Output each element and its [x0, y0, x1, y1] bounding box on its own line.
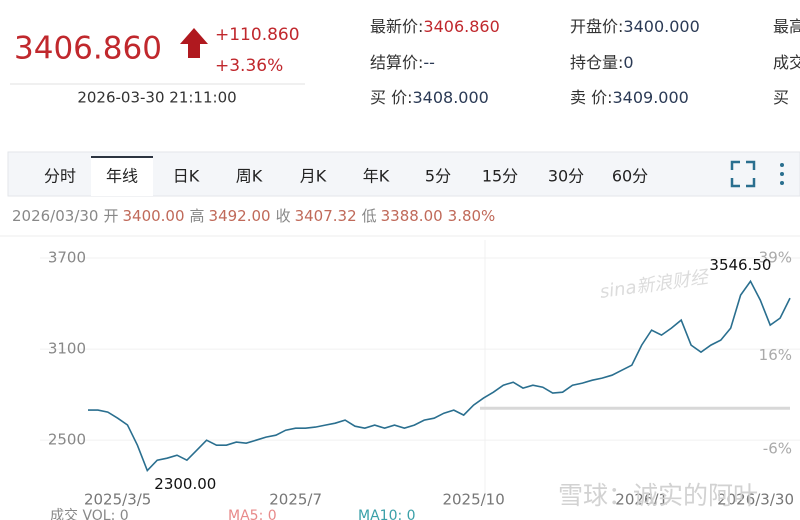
dot	[780, 163, 784, 167]
fullscreen-icon-path	[730, 160, 756, 188]
quote-value: 3407.32	[295, 207, 357, 225]
quote-line: 2026/03/30 开 3400.00 高 3492.00 收 3407.32 低 3388.…	[12, 207, 495, 225]
field: 最新价:3406.860	[370, 17, 500, 36]
tab[interactable]: 周K	[236, 167, 263, 186]
field-label: 卖 价:	[570, 88, 612, 107]
field: 结算价:--	[370, 53, 435, 72]
quote-date: 2026/03/30	[12, 207, 98, 225]
field-value: 3408.000	[412, 88, 488, 107]
more-icon[interactable]	[780, 163, 784, 185]
tab[interactable]: 60分	[612, 167, 648, 186]
change-pct: +3.36%	[215, 56, 283, 76]
field-label: 开盘价:	[570, 17, 623, 36]
tab[interactable]: 月K	[300, 167, 327, 186]
time: 2026-03-30 21:11:00	[77, 89, 236, 107]
quote-value: 3388.00	[381, 207, 443, 225]
watermark: sina新浪财经	[598, 267, 711, 303]
x-tick-label: 2026/1	[615, 491, 668, 509]
field-value: 3409.000	[612, 88, 688, 107]
dot	[780, 181, 784, 185]
quote-value: 3492.00	[209, 207, 271, 225]
field: 卖 价:3409.000	[570, 88, 689, 107]
y2-tick-label: 39%	[759, 249, 792, 267]
price: 3406.860	[14, 31, 162, 67]
fullscreen-icon[interactable]	[730, 160, 756, 188]
field-label: 持仓量:	[570, 53, 623, 72]
x-tick-label: 2025/10	[442, 491, 504, 509]
x-tick-label: 2025/7	[269, 491, 322, 509]
quote-label: 开	[103, 207, 118, 225]
field-value: 0	[623, 53, 633, 72]
field: 持仓量:0	[570, 53, 634, 72]
tab[interactable]: 15分	[482, 167, 518, 186]
quote-label: 低	[362, 207, 377, 225]
y2-tick-label: -6%	[763, 439, 792, 457]
change: +110.860	[215, 25, 300, 45]
quote-label: 高	[190, 207, 205, 225]
footer-item: MA10: 0	[358, 508, 416, 520]
min-label: 2300.00	[154, 475, 216, 493]
dot	[780, 172, 784, 176]
active-tab	[91, 157, 153, 196]
field: 买	[773, 88, 789, 107]
tab[interactable]: 年线	[106, 167, 138, 186]
tab[interactable]: 5分	[425, 167, 451, 186]
x-tick-label: 2025/3/5	[84, 491, 151, 509]
field-value: 3400.000	[623, 17, 699, 36]
x-tick-label: 2026/3/30	[717, 491, 794, 509]
field-value: --	[423, 53, 435, 72]
up-arrow	[180, 28, 208, 58]
field: 成交	[773, 53, 800, 72]
field: 买 价:3408.000	[370, 88, 489, 107]
price-line	[88, 279, 791, 472]
field-label: 最新价:	[370, 17, 423, 36]
field: 开盘价:3400.000	[570, 17, 700, 36]
footer-item: 成交 VOL: 0	[50, 507, 129, 520]
field-label: 成交	[773, 53, 800, 72]
field-label: 最高	[773, 17, 800, 36]
tab[interactable]: 年K	[363, 167, 390, 186]
quote-label: 收	[276, 207, 291, 225]
tab[interactable]: 分时	[44, 167, 76, 186]
tab[interactable]: 日K	[173, 167, 200, 186]
y2-tick-label: 16%	[759, 346, 792, 364]
watermark: 雪球：诚实的阿叶	[558, 481, 758, 510]
tab[interactable]: 30分	[548, 167, 584, 186]
footer-item: MA5: 0	[228, 508, 277, 520]
field: 最高	[773, 17, 800, 36]
field-value: 3406.860	[423, 17, 499, 36]
field-label: 结算价:	[370, 53, 423, 72]
field-label: 买	[773, 88, 789, 107]
quote-pct: 3.80%	[448, 207, 496, 225]
field-label: 买 价:	[370, 88, 412, 107]
y-tick-label: 3700	[48, 249, 86, 267]
quote-value: 3400.00	[122, 207, 184, 225]
max-label: 3546.50	[709, 256, 771, 274]
y-tick-label: 2500	[48, 431, 86, 449]
y-tick-label: 3100	[48, 340, 86, 358]
